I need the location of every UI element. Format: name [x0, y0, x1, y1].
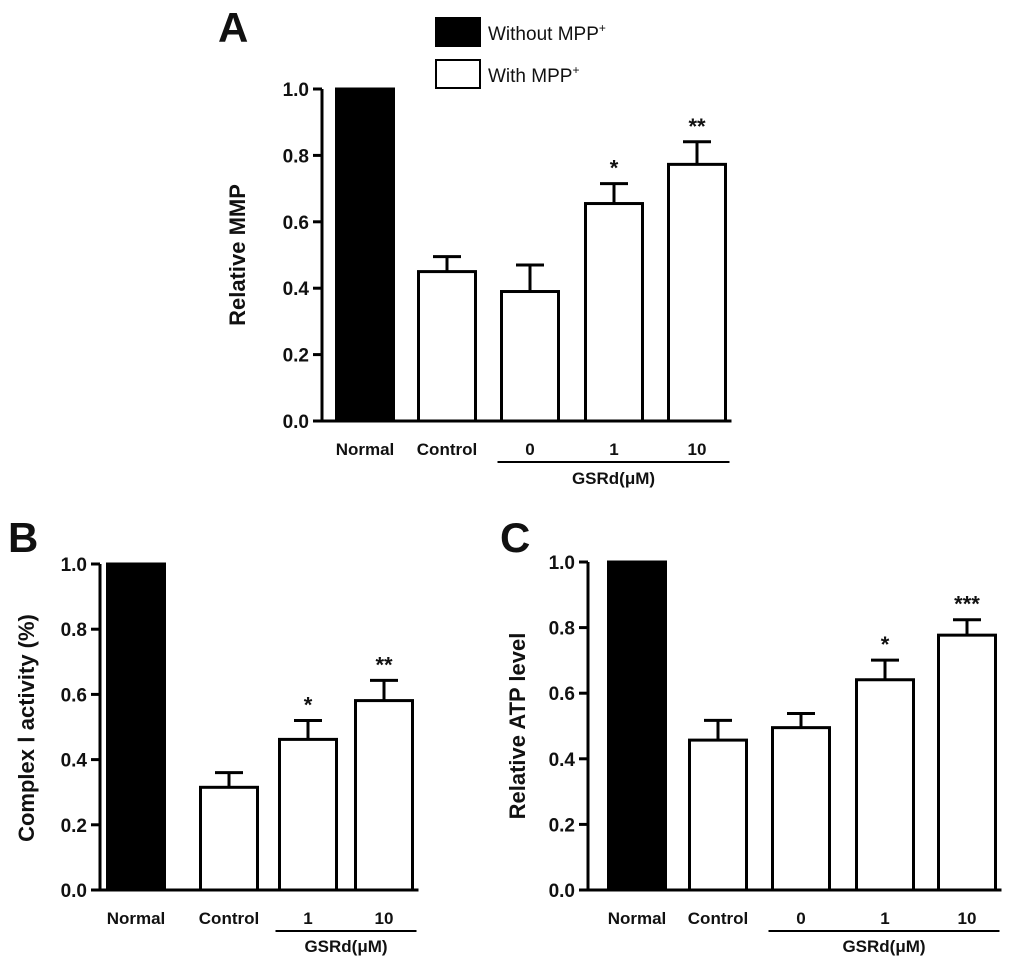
chart-0-y-tick-label-5: 1.0 [283, 80, 309, 101]
chart-2-category-label-4: 10 [958, 909, 977, 928]
chart-0-category-label-0: Normal [336, 440, 395, 459]
chart-1-bar-2 [278, 737, 338, 892]
chart-2-y-axis-title: Relative ATP level [505, 633, 530, 820]
chart-1-y-tick-label-3: 0.6 [61, 685, 87, 706]
chart-2-category-label-1: Control [688, 909, 748, 928]
chart-0-bar-2 [500, 290, 560, 423]
chart-2-y-tick-label-3: 0.6 [549, 684, 575, 705]
chart-0-significance-3: * [610, 156, 619, 181]
chart-0-y-tick-label-2: 0.4 [283, 279, 310, 300]
chart-0-category-label-3: 1 [609, 440, 618, 459]
chart-1-bar-0 [106, 562, 166, 892]
chart-0-bar-4 [667, 162, 727, 423]
chart-2-bar-4 [937, 633, 997, 892]
panel-a-chart: A 0.0 0.2 0.4 0.6 0.8 1.0 Relative MMP Normal Con… [218, 4, 732, 488]
chart-1-bar-1 [199, 785, 259, 892]
legend-swatch-with-mpp [435, 59, 481, 89]
chart-0-y-tick-label-1: 0.2 [283, 346, 309, 367]
chart-0-y-tick-label-3: 0.6 [283, 213, 309, 234]
legend-label-with-mpp: With MPP+ [488, 63, 579, 87]
chart-0-category-label-2: 0 [525, 440, 534, 459]
chart-2-bar-1 [688, 738, 748, 892]
chart-2-y-tick-label-2: 0.4 [549, 750, 576, 771]
chart-1-category-label-2: 1 [303, 909, 312, 928]
chart-0-category-label-1: Control [417, 440, 477, 459]
chart-2-panel-letter: C [500, 514, 530, 561]
chart-2-category-label-2: 0 [796, 909, 805, 928]
chart-1-y-tick-label-1: 0.2 [61, 816, 87, 837]
chart-0-y-tick-label-4: 0.8 [283, 146, 309, 167]
chart-1-category-label-1: Control [199, 909, 259, 928]
chart-1-category-label-3: 10 [375, 909, 394, 928]
chart-1-y-tick-label-4: 0.8 [61, 620, 87, 641]
chart-0-bar-3 [584, 202, 644, 423]
chart-0-y-tick-label-0: 0.0 [283, 412, 309, 433]
chart-1-group-label: GSRd(μM) [304, 937, 387, 956]
legend-label-without-mpp: Without MPP+ [488, 21, 606, 45]
chart-2-bar-3 [855, 678, 915, 892]
chart-1-y-tick-label-5: 1.0 [61, 555, 87, 576]
panel-c-chart: C 0.0 0.2 0.4 0.6 0.8 1.0 Relative ATP level Nor… [500, 514, 1002, 956]
chart-2-bar-2 [771, 726, 831, 892]
chart-2-y-tick-label-0: 0.0 [549, 881, 575, 902]
chart-0-significance-4: ** [688, 114, 706, 139]
chart-0-bar-0 [335, 87, 395, 423]
legend-swatch-without-mpp [435, 17, 481, 47]
chart-1-panel-letter: B [8, 514, 38, 561]
chart-2-y-tick-label-1: 0.2 [549, 815, 575, 836]
chart-0-bar-1 [417, 270, 477, 423]
legend: Without MPP+ With MPP+ [435, 17, 606, 89]
chart-0-category-label-4: 10 [688, 440, 707, 459]
chart-1-category-label-0: Normal [107, 909, 166, 928]
chart-2-category-label-0: Normal [608, 909, 667, 928]
chart-2-significance-4: *** [954, 592, 980, 617]
chart-2-y-tick-label-4: 0.8 [549, 619, 575, 640]
chart-2-bar-0 [607, 560, 667, 892]
chart-1-bar-3 [354, 699, 414, 892]
panel-b-chart: B 0.0 0.2 0.4 0.6 0.8 1.0 Complex Ⅰ activity (%… [8, 514, 419, 956]
chart-1-y-tick-label-0: 0.0 [61, 881, 87, 902]
chart-0-group-label: GSRd(μM) [572, 469, 655, 488]
chart-1-significance-3: ** [375, 652, 393, 677]
chart-0-y-axis-title: Relative MMP [225, 184, 250, 326]
chart-2-group-label: GSRd(μM) [842, 937, 925, 956]
chart-0-panel-letter: A [218, 4, 248, 51]
chart-1-significance-2: * [304, 692, 313, 717]
chart-2-category-label-3: 1 [880, 909, 889, 928]
chart-2-significance-3: * [881, 632, 890, 657]
chart-1-y-axis-title: Complex Ⅰ activity (%) [14, 614, 39, 842]
chart-2-y-tick-label-5: 1.0 [549, 553, 575, 574]
chart-1-y-tick-label-2: 0.4 [61, 751, 88, 772]
